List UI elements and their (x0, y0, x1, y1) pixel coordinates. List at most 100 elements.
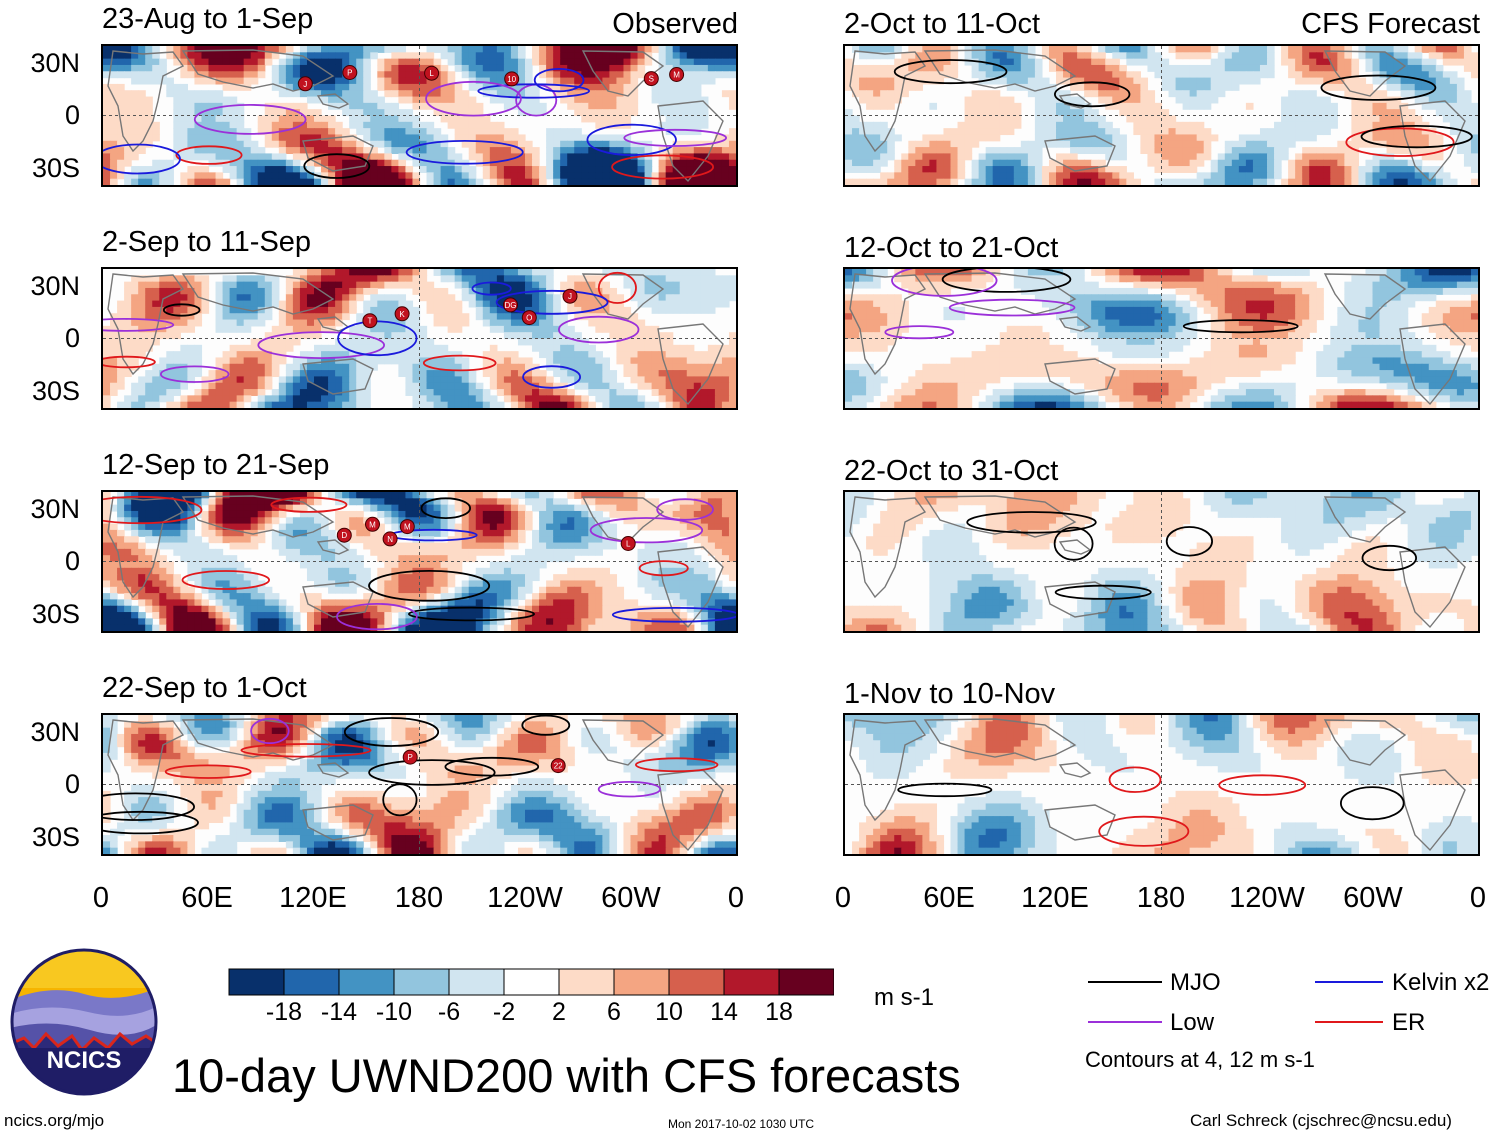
field-cell (595, 140, 603, 148)
field-cell (222, 319, 231, 327)
field-cell (124, 357, 132, 365)
field-cell (173, 376, 181, 384)
field-cell (637, 46, 646, 53)
field-cell (700, 109, 709, 117)
field-cell (419, 618, 428, 626)
field-cell (208, 548, 217, 556)
field-cell (581, 166, 589, 173)
field-cell (595, 618, 603, 626)
field-cell (173, 281, 181, 289)
field-cell (103, 510, 111, 518)
field-cell (489, 300, 498, 308)
field-cell (707, 52, 716, 60)
field-cell (180, 351, 188, 359)
field-cell (693, 555, 702, 563)
field-cell (447, 83, 456, 91)
field-cell (180, 52, 188, 60)
field-cell (440, 319, 449, 327)
field-cell (391, 281, 399, 289)
field-cell (236, 306, 245, 314)
field-cell (117, 338, 125, 346)
coastline (302, 358, 374, 395)
field-cell (489, 306, 498, 314)
field-cell (321, 561, 329, 569)
field-cell (700, 492, 709, 499)
field-cell (623, 46, 632, 53)
field-cell (145, 529, 153, 537)
field-cell (496, 567, 505, 575)
field-cell (503, 395, 512, 403)
field-cell (672, 370, 681, 378)
field-cell (236, 605, 245, 613)
field-cell (665, 510, 674, 518)
field-cell (714, 357, 723, 365)
field-cell (721, 140, 730, 148)
field-cell (405, 281, 414, 289)
field-cell (328, 77, 336, 85)
field-cell (440, 77, 449, 85)
field-cell (574, 510, 582, 518)
field-cell (623, 498, 632, 506)
field-cell (342, 46, 350, 53)
field-cell (292, 313, 301, 321)
field-cell (377, 102, 385, 110)
field-cell (250, 287, 259, 295)
field-cell (314, 401, 322, 408)
field-cell (194, 605, 203, 613)
field-cell (588, 300, 596, 308)
field-cell (475, 46, 484, 53)
field-cell (236, 363, 245, 371)
field-cell (503, 561, 512, 569)
field-cell (370, 624, 378, 631)
field-cell (412, 344, 421, 352)
field-cell (560, 370, 568, 378)
field-cell (461, 64, 470, 72)
field-cell (335, 498, 343, 506)
field-cell (314, 134, 322, 142)
field-cell (145, 319, 153, 327)
field-cell (525, 357, 533, 365)
field-cell (321, 115, 329, 123)
field-cell (229, 510, 238, 518)
field-cell (440, 147, 449, 155)
field-cell (299, 313, 308, 321)
field-cell (440, 574, 449, 582)
field-cell (433, 64, 442, 72)
contour (103, 495, 203, 525)
field-cell (440, 306, 449, 314)
field-cell (630, 96, 639, 104)
field-cell (602, 586, 610, 594)
field-cell (377, 548, 385, 556)
field-cell (728, 548, 736, 556)
field-cell (328, 574, 336, 582)
field-cell (292, 83, 301, 91)
field-cell (173, 83, 181, 91)
field-cell (370, 492, 378, 499)
field-cell (658, 523, 667, 531)
field-cell (328, 147, 336, 155)
field-cell (440, 300, 449, 308)
field-cell (138, 325, 146, 333)
field-cell (489, 605, 498, 613)
field-cell (539, 281, 547, 289)
field-cell (510, 96, 519, 104)
field-cell (398, 370, 407, 378)
field-cell (510, 395, 519, 403)
field-cell (461, 71, 470, 79)
field-cell (321, 313, 329, 321)
field-cell (264, 401, 273, 408)
field-cell (609, 382, 618, 390)
field-cell (658, 46, 667, 53)
field-cell (314, 115, 322, 123)
field-cell (145, 287, 153, 295)
field-cell (616, 153, 625, 161)
field-cell (208, 580, 217, 588)
field-cell (110, 555, 118, 563)
field-cell (264, 52, 273, 60)
field-cell (342, 172, 350, 180)
field-cell (672, 287, 681, 295)
field-cell (623, 389, 632, 396)
field-cell (482, 172, 491, 180)
field-cell (532, 395, 540, 403)
field-cell (285, 109, 294, 117)
